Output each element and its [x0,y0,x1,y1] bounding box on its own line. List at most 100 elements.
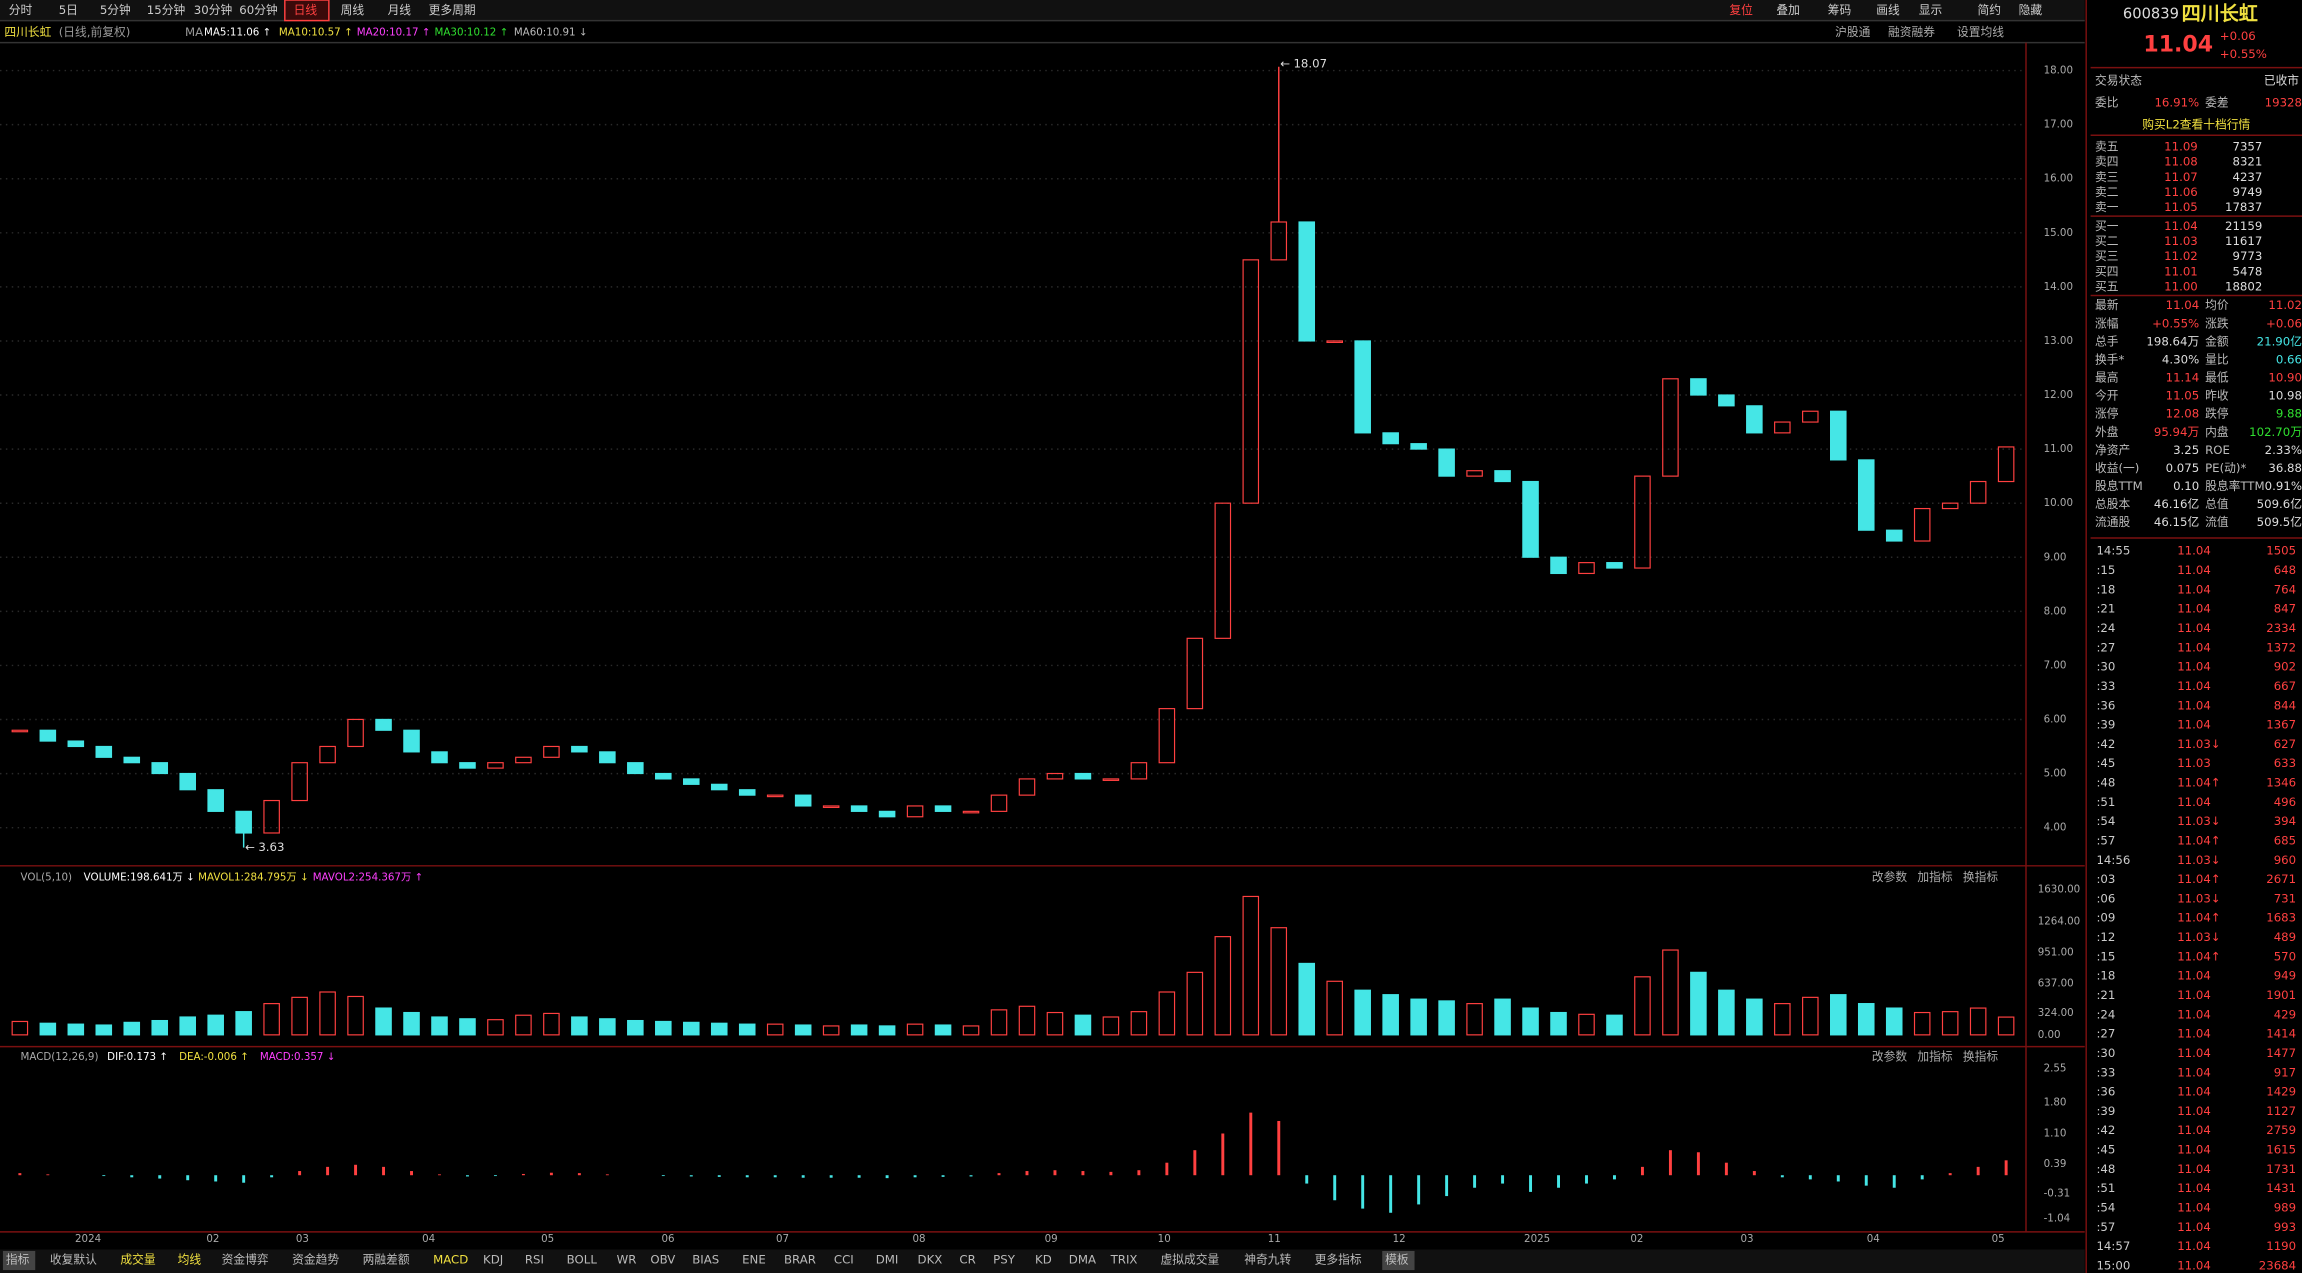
arrow: ← [245,840,255,854]
period-tab[interactable]: 5日 [59,3,78,17]
book-label: 买二 [2095,234,2119,248]
candle [123,756,141,764]
candle [710,783,728,791]
change-pct: +0.55% [2220,47,2267,61]
indicator-button[interactable]: 加指标 [1917,870,1952,884]
indicator-tab[interactable]: WR [617,1252,637,1266]
tool-button[interactable]: 复位 [1729,3,1753,17]
date-label: 05 [1992,1233,2005,1245]
indicator-tab[interactable]: ENE [742,1252,766,1266]
header-link[interactable]: 沪股通 [1835,25,1870,39]
tabbar-bg [0,1249,2085,1273]
indicator-tab[interactable]: 收复默认 [50,1252,97,1266]
tool-button[interactable]: 隐藏 [2019,3,2043,17]
header-link[interactable]: 设置均线 [1957,25,2004,39]
indicator-tab[interactable]: TRIX [1110,1252,1138,1266]
label: 交易状态 [2095,73,2142,87]
tick-time: :27 [2096,1027,2115,1041]
volume-bar [1774,1003,1791,1036]
period-tab[interactable]: 15分钟 [147,3,185,17]
indicator-tab[interactable]: BRAR [784,1252,816,1266]
indicator-tab[interactable]: DKX [918,1252,943,1266]
volume-bar [822,1025,840,1036]
tool-button[interactable]: 画线 [1876,3,1900,17]
book-label: 卖四 [2095,155,2118,169]
indicator-button[interactable]: 改参数 [1872,870,1907,884]
indicator-tab[interactable]: 均线 [178,1252,202,1266]
indicator-tab[interactable]: 成交量 [120,1252,155,1266]
stat-value: 46.16亿 [2154,497,2200,511]
stat-value: 9.88 [2276,407,2302,421]
indicator-tab[interactable]: PSY [993,1252,1016,1266]
indicator-button[interactable]: 改参数 [1872,1049,1907,1063]
tick-time: :54 [2096,814,2115,828]
macd-axis-label: 1.80 [2044,1096,2067,1108]
price-axis-label: 14.00 [2044,281,2073,293]
macd-header: MACD(12,26,9) [21,1051,99,1063]
period-tab[interactable]: 月线 [388,3,412,17]
tool-button[interactable]: 叠加 [1776,3,1799,17]
volume-bar [375,1007,392,1036]
ma-value: MA60:10.91 ↓ [514,26,588,38]
volume-bar [291,996,308,1036]
tick-volume: 1477 [2266,1046,2296,1060]
volume-axis-label: 951.00 [2038,947,2074,959]
tool-button[interactable]: 显示 [1919,3,1943,17]
period-tab[interactable]: 30分钟 [194,3,232,17]
indicator-tab[interactable]: DMA [1069,1252,1096,1266]
period-tab[interactable]: 分时 [9,3,33,17]
tick-volume: 844 [2274,698,2296,712]
macd-axis-label: -1.04 [2044,1213,2071,1225]
indicator-tab[interactable]: OBV [650,1252,675,1266]
candle [990,794,1008,812]
indicator-tab[interactable]: 指标 [6,1252,30,1266]
tick-price: 11.03↓ [2177,891,2220,905]
candle [487,762,504,769]
tick-volume: 489 [2274,930,2296,944]
candle [1130,762,1148,780]
candle [1997,446,2015,483]
tick-price: 11.04 [2177,1258,2211,1272]
indicator-button[interactable]: 加指标 [1917,1049,1952,1063]
period-tab[interactable]: 更多周期 [429,3,476,17]
indicator-tab[interactable]: 资金趋势 [292,1252,339,1266]
label: 委比 [2095,95,2119,109]
period-tab[interactable]: 5分钟 [100,3,131,17]
period-tab[interactable]: 周线 [341,3,365,17]
volume-bar [1746,998,1763,1036]
indicator-button[interactable]: 换指标 [1963,1049,1998,1063]
candle [1690,378,1707,396]
indicator-tab[interactable]: 虚拟成交量 [1161,1252,1220,1266]
indicator-tab[interactable]: RSI [525,1252,544,1266]
indicator-tab[interactable]: CR [959,1252,975,1266]
l2-link[interactable]: 购买L2查看十档行情 [2142,117,2250,131]
indicator-tab[interactable]: 神奇九转 [1244,1252,1291,1266]
candle [1410,443,1427,450]
header-link[interactable]: 融资融券 [1888,25,1935,39]
period-tab[interactable]: 日线 [294,3,318,17]
indicator-tab[interactable]: KDJ [483,1252,503,1266]
candle [1494,470,1511,483]
price-axis-label: 13.00 [2044,335,2073,347]
indicator-tab[interactable]: KD [1035,1252,1052,1266]
tick-price: 11.04 [2177,563,2211,577]
indicator-tab[interactable]: MACD [433,1252,468,1266]
tick-volume: 2671 [2266,872,2296,886]
indicator-tab[interactable]: 两融差额 [363,1252,410,1266]
indicator-tab[interactable]: BOLL [567,1252,598,1266]
stat-label: 涨停 [2095,407,2119,421]
period-tab[interactable]: 60分钟 [239,3,277,17]
indicator-tab[interactable]: BIAS [692,1252,719,1266]
tool-button[interactable]: 筹码 [1828,3,1852,17]
volume-bar [543,1012,560,1036]
indicator-tab[interactable]: 资金博弈 [222,1252,269,1266]
indicator-button[interactable]: 换指标 [1963,870,1998,884]
indicator-tab[interactable]: CCI [834,1252,854,1266]
candle [1102,778,1120,781]
indicator-tab[interactable]: 更多指标 [1315,1252,1362,1266]
tick-price: 11.04 [2177,1143,2211,1157]
indicator-tab[interactable]: 模板 [1385,1252,1409,1266]
indicator-tab[interactable]: DMI [876,1252,899,1266]
tool-button[interactable]: 简约 [1978,3,2001,17]
